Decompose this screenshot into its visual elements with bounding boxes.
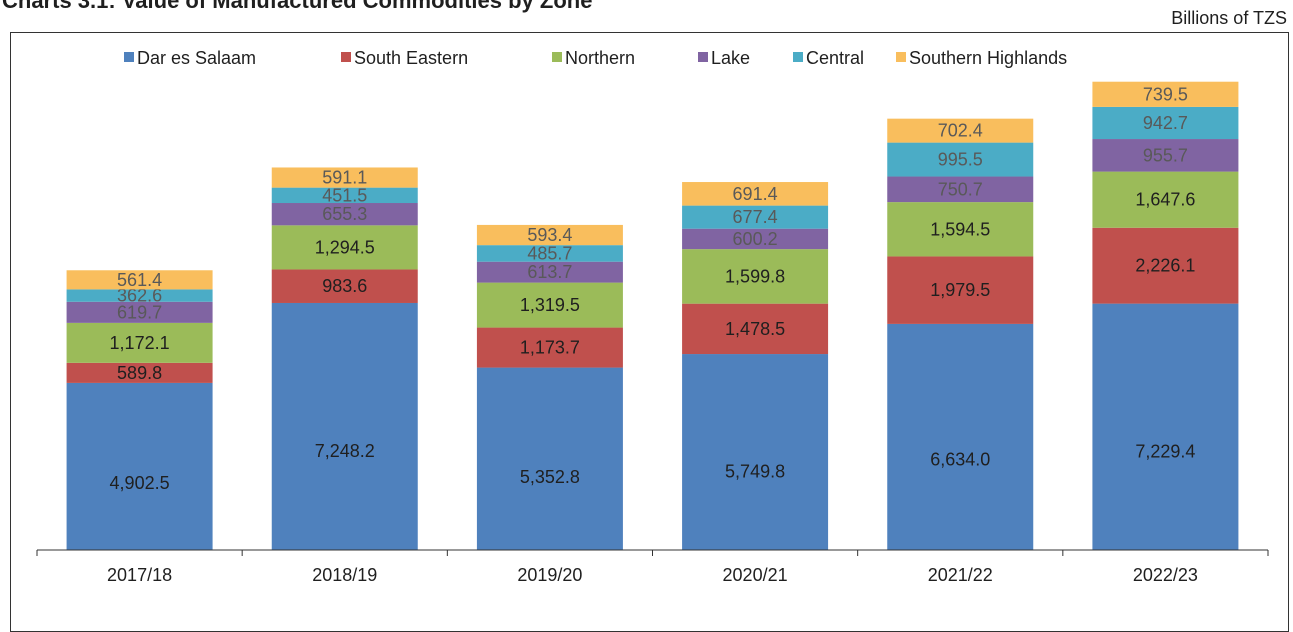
- bar-lake-2017-18: [66, 301, 213, 323]
- legend-swatch-lake: [698, 52, 708, 62]
- bar-lake-2022-23: [1092, 139, 1239, 172]
- data-label-south-eastern-2019-20: 1,173.7: [520, 338, 580, 358]
- x-tick-label-2017-18: 2017/18: [107, 565, 172, 585]
- bar-lake-2020-21: [682, 228, 829, 250]
- legend-swatch-northern: [552, 52, 562, 62]
- data-label-dar-es-salaam-2017-18: 4,902.5: [110, 473, 170, 493]
- data-label-northern-2021-22: 1,594.5: [930, 219, 990, 239]
- legend-swatch-south-eastern: [341, 52, 351, 62]
- bar-northern-2019-20: [476, 282, 623, 328]
- data-label-northern-2020-21: 1,599.8: [725, 266, 785, 286]
- data-label-northern-2017-18: 1,172.1: [110, 333, 170, 353]
- data-label-south-eastern-2021-22: 1,979.5: [930, 280, 990, 300]
- bar-central-2018-19: [271, 187, 418, 204]
- data-label-southern-highlands-2020-21: 691.4: [733, 184, 778, 204]
- legend-label-southern-highlands: Southern Highlands: [909, 48, 1067, 68]
- data-label-lake-2017-18: 619.7: [117, 302, 162, 322]
- data-label-northern-2019-20: 1,319.5: [520, 295, 580, 315]
- data-label-central-2018-19: 451.5: [322, 185, 367, 205]
- chart-title: Charts 3.1: Value of Manufactured Commod…: [2, 0, 593, 13]
- bar-dar-es-salaam-2021-22: [887, 323, 1034, 550]
- x-tick-label-2018-19: 2018/19: [312, 565, 377, 585]
- x-tick-label-2021-22: 2021/22: [928, 565, 993, 585]
- x-tick-label-2019-20: 2019/20: [517, 565, 582, 585]
- bar-lake-2019-20: [476, 261, 623, 283]
- data-label-lake-2021-22: 750.7: [938, 179, 983, 199]
- data-label-south-eastern-2022-23: 2,226.1: [1135, 256, 1195, 276]
- bar-south-eastern-2017-18: [66, 362, 213, 383]
- chart-svg: Dar es Salaam South Eastern Northern Lake Ce…: [36, 48, 1269, 585]
- data-label-northern-2018-19: 1,294.5: [315, 237, 375, 257]
- bar-south-eastern-2018-19: [271, 269, 418, 303]
- bar-dar-es-salaam-2022-23: [1092, 303, 1239, 550]
- x-tick-label-2020-21: 2020/21: [723, 565, 788, 585]
- data-label-central-2021-22: 995.5: [938, 150, 983, 170]
- data-label-southern-highlands-2022-23: 739.5: [1143, 84, 1188, 104]
- bar-south-eastern-2022-23: [1092, 227, 1239, 304]
- bar-south-eastern-2019-20: [476, 327, 623, 368]
- x-tick-label-2022-23: 2022/23: [1133, 565, 1198, 585]
- bar-northern-2021-22: [887, 202, 1034, 257]
- bar-central-2022-23: [1092, 106, 1239, 140]
- legend-label-south-eastern: South Eastern: [354, 48, 468, 68]
- legend-label-central: Central: [806, 48, 864, 68]
- data-label-southern-highlands-2019-20: 593.4: [527, 225, 572, 245]
- legend-label-northern: Northern: [565, 48, 635, 68]
- bar-central-2019-20: [476, 245, 623, 262]
- data-label-south-eastern-2017-18: 589.8: [117, 363, 162, 383]
- bar-southern-highlands-2020-21: [682, 182, 829, 206]
- data-label-central-2017-18: 362.6: [117, 286, 162, 306]
- legend-label-dar-es-salaam: Dar es Salaam: [137, 48, 256, 68]
- bar-lake-2018-19: [271, 203, 418, 226]
- data-label-central-2020-21: 677.4: [733, 207, 778, 227]
- bar-dar-es-salaam-2018-19: [271, 302, 418, 550]
- bar-southern-highlands-2017-18: [66, 270, 213, 290]
- bar-central-2017-18: [66, 289, 213, 302]
- bar-dar-es-salaam-2019-20: [476, 367, 623, 550]
- legend-swatch-central: [793, 52, 803, 62]
- bar-lake-2021-22: [887, 176, 1034, 203]
- legend-label-lake: Lake: [711, 48, 750, 68]
- bar-northern-2018-19: [271, 225, 418, 270]
- data-label-lake-2020-21: 600.2: [733, 229, 778, 249]
- legend-swatch-southern-highlands: [896, 52, 906, 62]
- data-label-northern-2022-23: 1,647.6: [1135, 190, 1195, 210]
- bar-south-eastern-2021-22: [887, 256, 1034, 324]
- data-label-central-2019-20: 485.7: [527, 243, 572, 263]
- bar-northern-2020-21: [682, 249, 829, 304]
- data-label-dar-es-salaam-2021-22: 6,634.0: [930, 450, 990, 470]
- data-label-lake-2019-20: 613.7: [527, 262, 572, 282]
- bar-southern-highlands-2019-20: [476, 224, 623, 246]
- bar-dar-es-salaam-2017-18: [66, 382, 213, 550]
- data-label-southern-highlands-2021-22: 702.4: [938, 121, 983, 141]
- data-label-dar-es-salaam-2019-20: 5,352.8: [520, 467, 580, 487]
- data-label-south-eastern-2018-19: 983.6: [322, 276, 367, 296]
- bar-northern-2017-18: [66, 322, 213, 363]
- data-label-lake-2022-23: 955.7: [1143, 145, 1188, 165]
- bar-southern-highlands-2021-22: [887, 118, 1034, 143]
- data-label-southern-highlands-2017-18: 561.4: [117, 270, 162, 290]
- data-label-dar-es-salaam-2020-21: 5,749.8: [725, 462, 785, 482]
- bar-dar-es-salaam-2020-21: [682, 354, 829, 550]
- data-label-lake-2018-19: 655.3: [322, 204, 367, 224]
- data-label-southern-highlands-2018-19: 591.1: [322, 168, 367, 188]
- data-label-central-2022-23: 942.7: [1143, 113, 1188, 133]
- bar-southern-highlands-2018-19: [271, 167, 418, 188]
- bar-northern-2022-23: [1092, 171, 1239, 228]
- bar-central-2021-22: [887, 142, 1034, 177]
- bar-south-eastern-2020-21: [682, 303, 829, 355]
- unit-label: Billions of TZS: [1171, 8, 1287, 28]
- bar-southern-highlands-2022-23: [1092, 81, 1239, 107]
- data-label-dar-es-salaam-2022-23: 7,229.4: [1135, 441, 1195, 461]
- legend-swatch-dar-es-salaam: [124, 52, 134, 62]
- bar-central-2020-21: [682, 205, 829, 229]
- data-label-south-eastern-2020-21: 1,478.5: [725, 319, 785, 339]
- data-label-dar-es-salaam-2018-19: 7,248.2: [315, 441, 375, 461]
